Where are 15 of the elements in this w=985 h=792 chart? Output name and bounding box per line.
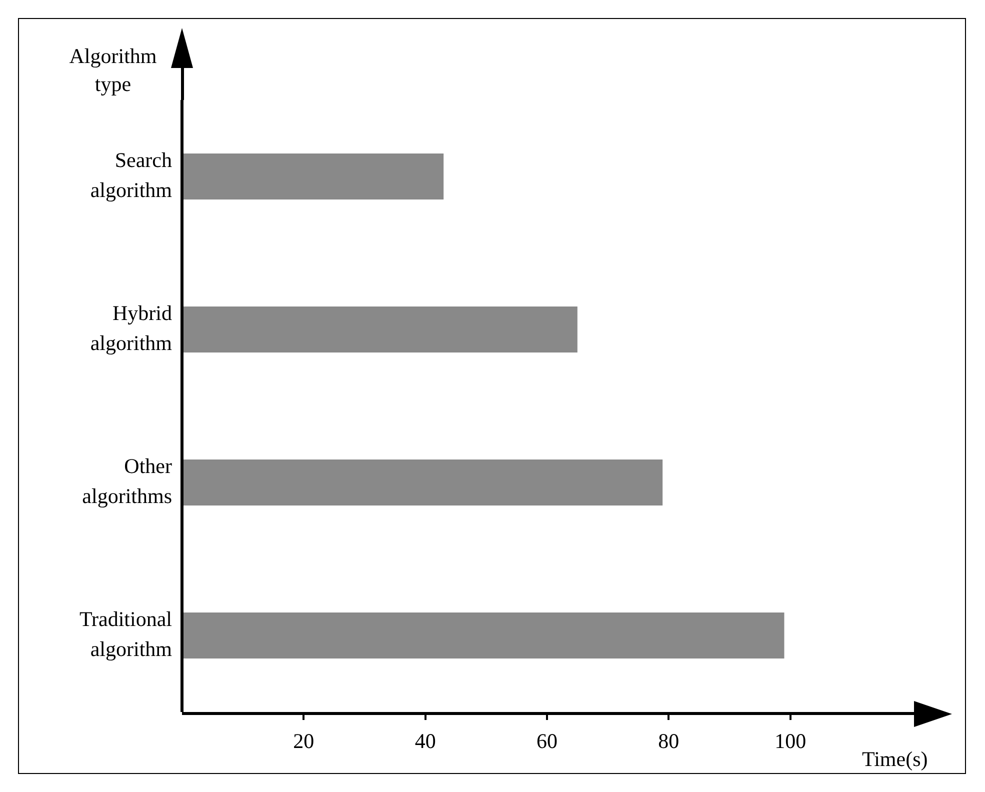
x-tick-label: 40 [414, 729, 436, 754]
x-axis-title: Time(s) [862, 746, 928, 773]
y-tick-label: Traditional algorithm [79, 606, 172, 662]
bar [182, 612, 784, 658]
x-tick-label: 60 [536, 729, 558, 754]
y-tick-label: Search algorithm [90, 148, 172, 202]
y-tick-label: Hybrid algorithm [90, 300, 172, 356]
x-tick-label: 80 [658, 729, 680, 754]
y-tick-label: Other algorithms [82, 454, 172, 508]
y-axis-title: Algorithm type [68, 43, 158, 98]
bar [182, 460, 663, 506]
bar [182, 154, 444, 200]
x-tick-label: 20 [293, 729, 314, 754]
bar [182, 306, 578, 352]
x-tick-label: 100 [774, 729, 806, 754]
